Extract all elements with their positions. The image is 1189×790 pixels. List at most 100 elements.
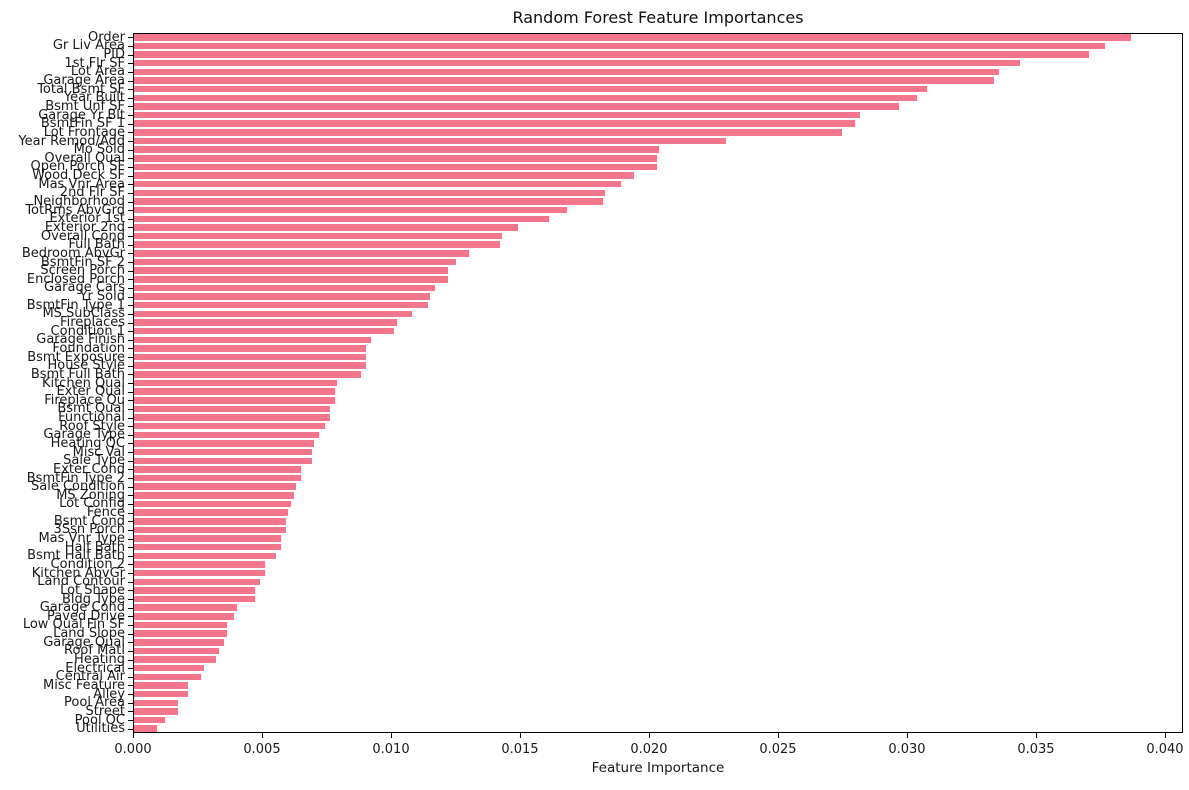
y-tick-label: Condition 2 [50, 556, 125, 572]
y-tick-label: Mo Sold [73, 142, 125, 158]
y-tick [128, 331, 133, 333]
bar [134, 267, 449, 274]
bar [134, 388, 335, 395]
y-tick [128, 89, 133, 91]
y-tick-label: Bsmt Full Bath [30, 366, 125, 382]
bar [134, 146, 660, 153]
x-tick-label: 0.010 [372, 742, 410, 757]
y-tick [128, 253, 133, 255]
y-tick [128, 123, 133, 125]
bar [134, 345, 366, 352]
y-tick-label: Garage Yr Blt [38, 107, 125, 123]
y-tick [128, 590, 133, 592]
y-tick [128, 184, 133, 186]
y-tick-label: Wood Deck SF [32, 168, 125, 184]
y-tick-label: Electrical [65, 660, 125, 676]
y-tick-label: PID [103, 47, 125, 63]
bar [134, 42, 1105, 50]
y-tick-label: Half Bath [64, 539, 125, 555]
x-tick [133, 733, 134, 738]
bar [134, 293, 431, 300]
x-tick-label: 0.035 [1017, 742, 1055, 757]
bar [134, 319, 397, 326]
x-tick-label: 0.025 [759, 742, 797, 757]
y-tick [128, 478, 133, 480]
y-tick [128, 348, 133, 350]
bar [134, 327, 395, 335]
bar [134, 276, 449, 283]
y-tick-label: Fence [86, 505, 125, 521]
y-tick [128, 538, 133, 540]
y-tick [128, 443, 133, 445]
y-tick [128, 279, 133, 281]
x-tick-label: 0.000 [114, 742, 152, 757]
y-tick [128, 668, 133, 670]
bar [134, 725, 158, 732]
bar [134, 647, 219, 655]
bar [134, 310, 413, 318]
y-tick-label: Garage Cond [39, 600, 125, 616]
bar [134, 595, 256, 603]
x-tick-label: 0.005 [243, 742, 281, 757]
y-tick-label: BsmtFin SF 1 [40, 116, 125, 132]
bar [134, 673, 201, 681]
y-tick-label: Kitchen AbvGr [31, 565, 125, 581]
y-tick-label: Mas Vnr Area [38, 176, 125, 192]
y-tick-label: Bsmt Cond [53, 513, 125, 529]
y-tick-label: Heating [74, 652, 125, 668]
y-tick-label: Bedroom AbvGr [21, 245, 125, 261]
y-tick [128, 573, 133, 575]
bar [134, 362, 366, 369]
y-tick [128, 650, 133, 652]
y-tick-label: Full Bath [68, 237, 125, 253]
y-tick [128, 469, 133, 471]
y-tick [128, 201, 133, 203]
y-tick [128, 521, 133, 523]
bar [134, 509, 289, 516]
y-tick [128, 218, 133, 220]
bar [134, 34, 1131, 41]
bar [134, 492, 294, 499]
y-tick-label: Fireplace Qu [44, 392, 125, 408]
bar [134, 664, 204, 672]
y-tick-label: MS SubClass [42, 306, 125, 322]
y-tick [128, 383, 133, 384]
y-tick-label: MS Zoning [56, 487, 125, 503]
y-tick [128, 374, 133, 376]
y-tick-label: Central Air [55, 669, 125, 685]
y-tick [128, 45, 133, 47]
bar [134, 77, 995, 84]
y-tick-label: Lot Frontage [43, 124, 125, 140]
plot-area [133, 33, 1183, 733]
y-tick-label: Foundation [52, 340, 125, 356]
y-tick [128, 642, 133, 644]
bar [134, 457, 312, 465]
bar [134, 250, 469, 257]
y-tick-label: Yr Sold [79, 289, 126, 305]
y-tick [128, 270, 133, 272]
y-tick [128, 227, 133, 229]
y-tick-label: 1st Flr SF [64, 55, 125, 71]
y-tick [128, 659, 133, 661]
y-tick [128, 512, 133, 514]
y-tick-label: Mas Vnr Type [38, 531, 125, 547]
bar [134, 68, 1000, 76]
x-tick [261, 733, 263, 738]
y-tick [128, 503, 133, 505]
y-tick [128, 391, 133, 393]
bar [134, 371, 361, 378]
y-tick [128, 63, 133, 65]
y-tick-label: Neighborhood [33, 194, 125, 210]
y-tick [128, 236, 133, 238]
y-tick-label: Screen Porch [40, 263, 125, 279]
y-tick [128, 564, 133, 566]
y-tick [128, 305, 133, 307]
bar [134, 474, 302, 482]
y-tick-label: Garage Cars [44, 280, 125, 296]
y-tick-label: Bsmt Exposure [27, 349, 125, 365]
y-tick-label: Lot Area [70, 64, 125, 80]
y-tick-label: Functional [58, 410, 125, 426]
bar [134, 535, 281, 542]
y-tick [128, 313, 133, 315]
x-tick [1164, 733, 1166, 738]
